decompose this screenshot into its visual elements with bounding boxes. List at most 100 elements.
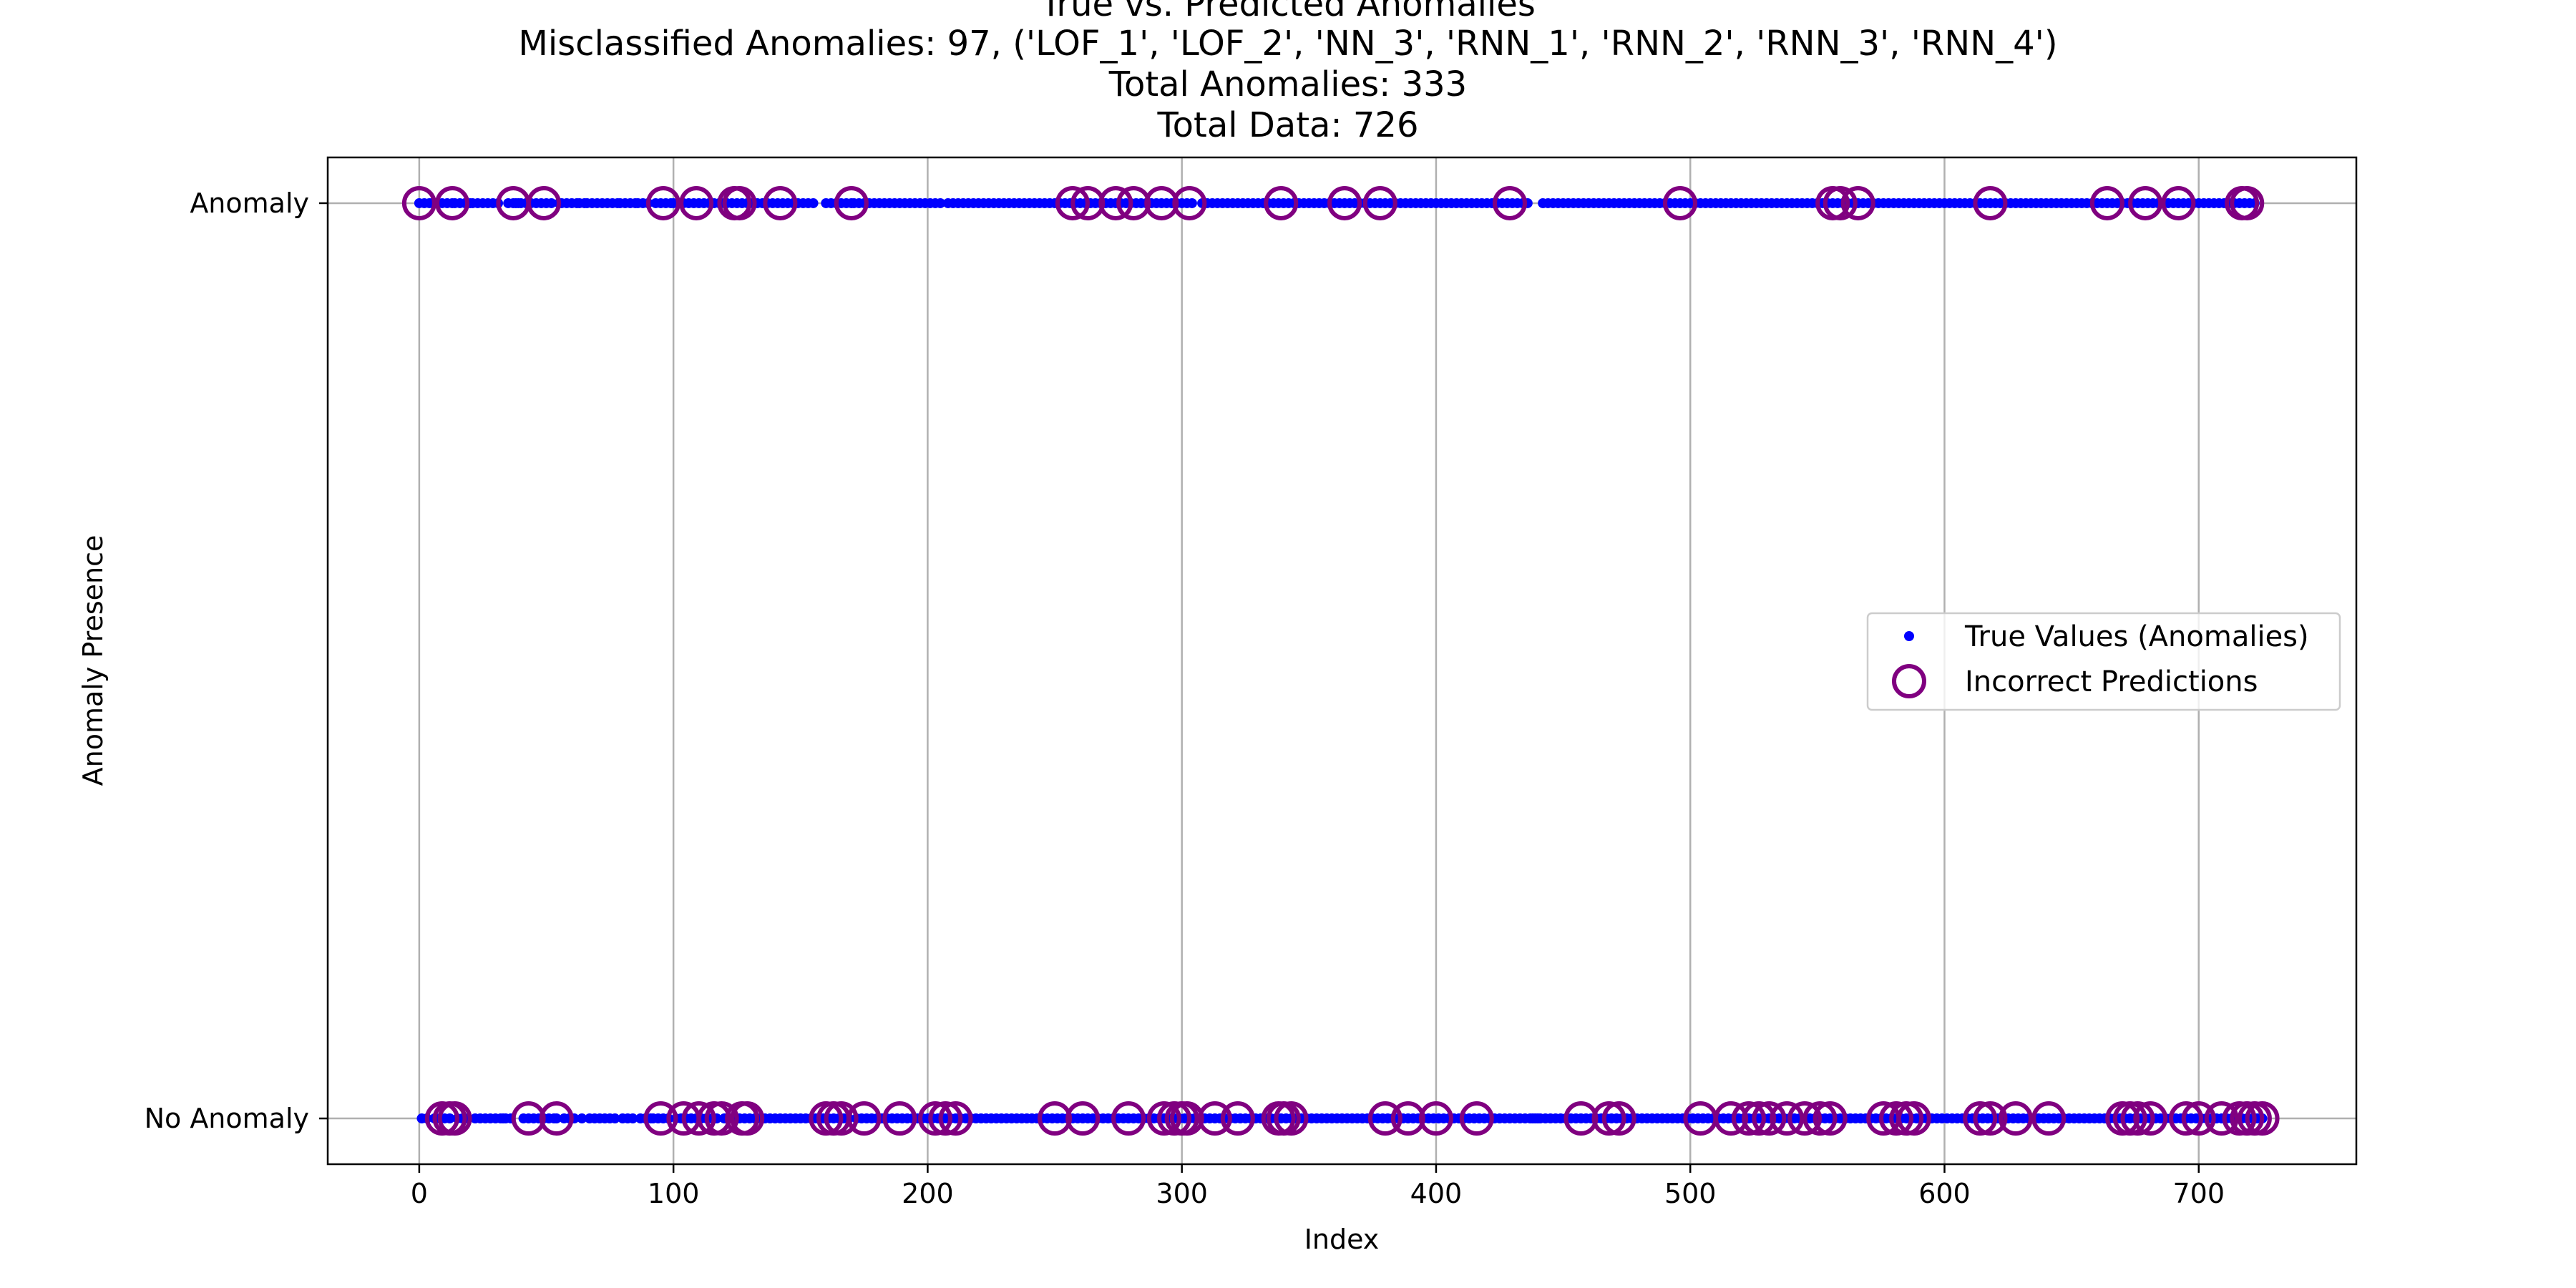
incorrect-prediction-point <box>2133 1101 2168 1136</box>
incorrect-prediction-point <box>1731 1101 1766 1136</box>
incorrect-prediction-point <box>645 185 680 220</box>
true-value-point <box>1186 197 1197 208</box>
incorrect-prediction-point <box>1459 1101 1494 1136</box>
incorrect-prediction-point <box>2230 185 2265 220</box>
true-value-point <box>610 1113 620 1124</box>
incorrect-prediction-point <box>2204 1101 2239 1136</box>
legend-dot-marker <box>1904 631 1914 641</box>
incorrect-prediction-point <box>704 1101 739 1136</box>
incorrect-prediction-point <box>1591 1101 1626 1136</box>
incorrect-prediction-point <box>1055 185 1090 220</box>
incorrect-prediction-point <box>1274 1101 1309 1136</box>
true-value-point <box>546 197 557 208</box>
true-value-point <box>808 197 819 208</box>
incorrect-prediction-point <box>526 185 561 220</box>
incorrect-prediction-point <box>1418 1101 1453 1136</box>
incorrect-prediction-point <box>2161 185 2196 220</box>
legend: True Values (Anomalies) Incorrect Predic… <box>1866 612 2341 711</box>
chart-subtitle-total-anomalies: Total Anomalies: 333 <box>1108 64 1468 104</box>
incorrect-prediction-point <box>2128 185 2163 220</box>
incorrect-prediction-point <box>2031 1101 2067 1136</box>
true-value-point <box>628 1113 638 1124</box>
incorrect-prediction-point <box>1787 1101 1823 1136</box>
incorrect-prediction-point <box>1663 185 1697 220</box>
chart-title: True vs. Predicted Anomalies <box>1040 0 1536 24</box>
y-ticks: No Anomaly Anomaly <box>145 187 328 1134</box>
x-tick-label: 300 <box>1156 1178 1208 1209</box>
incorrect-prediction-point <box>1065 1101 1101 1136</box>
incorrect-prediction-point <box>1973 1101 2008 1136</box>
incorrect-prediction-point <box>1172 185 1207 220</box>
x-tick-label: 700 <box>2172 1178 2225 1209</box>
incorrect-predictions-series <box>401 185 2280 1136</box>
incorrect-prediction-point <box>928 1101 963 1136</box>
incorrect-prediction-point <box>1813 1101 1848 1136</box>
incorrect-prediction-point <box>2089 185 2124 220</box>
incorrect-prediction-point <box>1896 1101 1931 1136</box>
incorrect-prediction-point <box>1367 1101 1402 1136</box>
incorrect-prediction-point <box>1840 185 1875 220</box>
legend-circle-marker <box>1892 664 1926 698</box>
incorrect-prediction-point <box>938 1101 973 1136</box>
plot-frame <box>326 156 2358 1166</box>
incorrect-prediction-point <box>1802 1101 1838 1136</box>
incorrect-prediction-point <box>681 1101 716 1136</box>
incorrect-prediction-point <box>1098 185 1133 220</box>
incorrect-prediction-point <box>1220 1101 1255 1136</box>
x-tick-label: 600 <box>1918 1178 1971 1209</box>
legend-box <box>1866 612 2341 711</box>
x-tick-label: 500 <box>1664 1178 1717 1209</box>
incorrect-prediction-point <box>1878 1101 1913 1136</box>
y-tick-label: No Anomaly <box>145 1103 309 1134</box>
y-tick-label: Anomaly <box>190 187 309 219</box>
incorrect-prediction-point <box>730 1101 765 1136</box>
incorrect-prediction-point <box>1146 1101 1181 1136</box>
incorrect-prediction-point <box>722 185 757 220</box>
incorrect-prediction-point <box>539 1101 574 1136</box>
x-axis-label: Index <box>1304 1224 1380 1255</box>
incorrect-prediction-point <box>1362 185 1397 220</box>
incorrect-prediction-point <box>1197 1101 1232 1136</box>
incorrect-prediction-point <box>918 1101 953 1136</box>
incorrect-prediction-point <box>1327 185 1362 220</box>
true-value-point <box>551 1113 562 1124</box>
incorrect-prediction-point <box>2181 1101 2216 1136</box>
legend-label-true-values: True Values (Anomalies) <box>1964 620 2309 653</box>
incorrect-prediction-point <box>643 1101 678 1136</box>
x-tick-label: 400 <box>1410 1178 1463 1209</box>
true-value-point <box>935 197 946 208</box>
incorrect-prediction-point <box>824 1101 859 1136</box>
x-tick-label: 100 <box>648 1178 700 1209</box>
true-value-point <box>577 1113 587 1124</box>
x-tick-label: 200 <box>902 1178 954 1209</box>
incorrect-prediction-point <box>1963 1101 1998 1136</box>
incorrect-prediction-point <box>437 1101 472 1136</box>
incorrect-prediction-point <box>763 185 798 220</box>
incorrect-prediction-point <box>1601 1101 1636 1136</box>
x-tick-label: 0 <box>411 1178 428 1209</box>
incorrect-prediction-point <box>1770 1101 1805 1136</box>
incorrect-prediction-point <box>1111 1101 1146 1136</box>
incorrect-prediction-point <box>2120 1101 2155 1136</box>
incorrect-prediction-point <box>435 185 470 220</box>
incorrect-prediction-point <box>847 1101 882 1136</box>
incorrect-prediction-point <box>2245 1101 2280 1136</box>
incorrect-prediction-point <box>1264 185 1299 220</box>
true-value-point <box>444 1113 455 1124</box>
y-axis-label: Anomaly Presence <box>77 535 109 786</box>
chart-subtitle-total-data: Total Data: 726 <box>1157 105 1419 145</box>
incorrect-prediction-point <box>1823 185 1858 220</box>
chart-subtitle-misclassified: Misclassified Anomalies: 97, ('LOF_1', '… <box>518 24 2058 64</box>
incorrect-prediction-point <box>834 185 869 220</box>
incorrect-prediction-point <box>679 185 714 220</box>
incorrect-prediction-point <box>882 1101 917 1136</box>
incorrect-prediction-point <box>2168 1101 2203 1136</box>
x-ticks: 0 100 200 300 400 500 600 700 <box>411 1164 2225 1209</box>
incorrect-prediction-point <box>1492 185 1527 220</box>
legend-label-incorrect-predictions: Incorrect Predictions <box>1965 665 2258 698</box>
incorrect-prediction-point <box>1973 185 2008 220</box>
incorrect-prediction-point <box>401 185 436 220</box>
incorrect-prediction-point <box>1998 1101 2033 1136</box>
